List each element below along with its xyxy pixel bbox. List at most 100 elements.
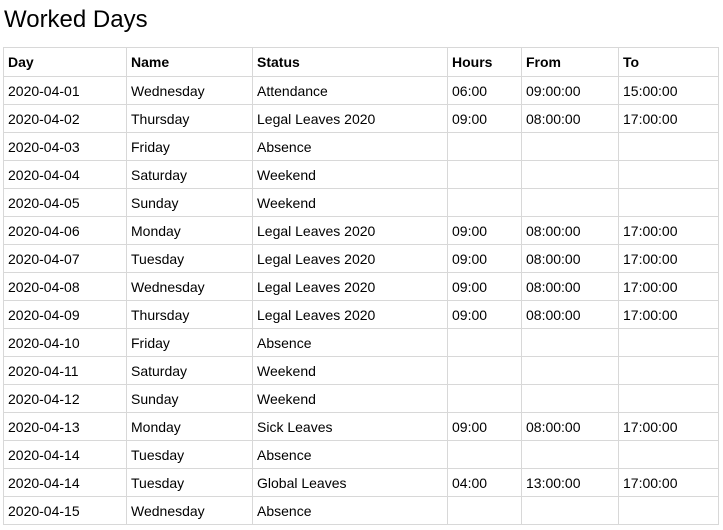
cell-day: 2020-04-14 [3,440,127,469]
cell-name: Tuesday [126,468,253,497]
cell-name: Monday [126,412,253,441]
cell-from: 08:00:00 [521,216,619,245]
cell-name: Wednesday [126,76,253,105]
cell-status: Attendance [252,76,448,105]
cell-from: 09:00:00 [521,76,619,105]
cell-status: Legal Leaves 2020 [252,216,448,245]
cell-day: 2020-04-02 [3,104,127,133]
cell-to: 17:00:00 [618,300,719,329]
cell-hours [447,356,522,385]
cell-name: Friday [126,328,253,357]
cell-name: Sunday [126,384,253,413]
cell-name: Wednesday [126,496,253,525]
cell-name: Tuesday [126,244,253,273]
cell-day: 2020-04-01 [3,76,127,105]
cell-hours: 04:00 [447,468,522,497]
cell-from [521,328,619,357]
cell-status: Global Leaves [252,468,448,497]
table-row: 2020-04-01 Wednesday Attendance 06:00 09… [3,76,719,105]
table-row: 2020-04-04 Saturday Weekend [3,160,719,189]
cell-day: 2020-04-11 [3,356,127,385]
cell-name: Thursday [126,104,253,133]
cell-to [618,188,719,217]
cell-hours [447,328,522,357]
cell-status: Legal Leaves 2020 [252,244,448,273]
table-header: Day Name Status Hours From To [3,47,719,77]
table-row: 2020-04-08 Wednesday Legal Leaves 2020 0… [3,272,719,301]
table-row: 2020-04-03 Friday Absence [3,132,719,161]
cell-status: Weekend [252,384,448,413]
table-row: 2020-04-15 Wednesday Absence [3,496,719,525]
cell-day: 2020-04-14 [3,468,127,497]
cell-from: 08:00:00 [521,412,619,441]
cell-day: 2020-04-03 [3,132,127,161]
column-header-status: Status [252,47,448,77]
cell-from: 08:00:00 [521,244,619,273]
cell-name: Sunday [126,188,253,217]
cell-to: 17:00:00 [618,272,719,301]
cell-hours: 09:00 [447,272,522,301]
cell-status: Sick Leaves [252,412,448,441]
cell-from [521,384,619,413]
cell-from [521,440,619,469]
cell-to [618,132,719,161]
cell-hours: 09:00 [447,412,522,441]
cell-to: 17:00:00 [618,104,719,133]
cell-from: 08:00:00 [521,104,619,133]
cell-day: 2020-04-10 [3,328,127,357]
table-row: 2020-04-02 Thursday Legal Leaves 2020 09… [3,104,719,133]
column-header-from: From [521,47,619,77]
cell-to: 17:00:00 [618,468,719,497]
column-header-to: To [618,47,719,77]
cell-status: Weekend [252,356,448,385]
column-header-hours: Hours [447,47,522,77]
cell-to: 17:00:00 [618,244,719,273]
cell-status: Absence [252,440,448,469]
cell-hours [447,132,522,161]
worked-days-table: Day Name Status Hours From To 2020-04-01… [3,47,719,525]
cell-day: 2020-04-04 [3,160,127,189]
table-row: 2020-04-14 Tuesday Global Leaves 04:00 1… [3,468,719,497]
cell-hours [447,440,522,469]
cell-name: Thursday [126,300,253,329]
cell-day: 2020-04-12 [3,384,127,413]
cell-hours: 09:00 [447,216,522,245]
cell-name: Friday [126,132,253,161]
table-row: 2020-04-13 Monday Sick Leaves 09:00 08:0… [3,412,719,441]
cell-from: 08:00:00 [521,300,619,329]
cell-status: Weekend [252,160,448,189]
cell-from: 08:00:00 [521,272,619,301]
table-row: 2020-04-07 Tuesday Legal Leaves 2020 09:… [3,244,719,273]
cell-status: Weekend [252,188,448,217]
cell-day: 2020-04-15 [3,496,127,525]
header-row: Day Name Status Hours From To [3,47,719,77]
cell-status: Legal Leaves 2020 [252,300,448,329]
cell-status: Legal Leaves 2020 [252,104,448,133]
table-row: 2020-04-11 Saturday Weekend [3,356,719,385]
table-row: 2020-04-14 Tuesday Absence [3,440,719,469]
cell-day: 2020-04-05 [3,188,127,217]
cell-day: 2020-04-07 [3,244,127,273]
cell-to [618,384,719,413]
cell-name: Wednesday [126,272,253,301]
cell-from [521,356,619,385]
cell-to: 17:00:00 [618,412,719,441]
cell-to: 17:00:00 [618,216,719,245]
cell-hours [447,384,522,413]
table-row: 2020-04-09 Thursday Legal Leaves 2020 09… [3,300,719,329]
page-title: Worked Days [4,6,148,33]
cell-day: 2020-04-09 [3,300,127,329]
cell-hours: 06:00 [447,76,522,105]
cell-name: Monday [126,216,253,245]
table-row: 2020-04-05 Sunday Weekend [3,188,719,217]
cell-status: Absence [252,496,448,525]
table-row: 2020-04-06 Monday Legal Leaves 2020 09:0… [3,216,719,245]
cell-to [618,160,719,189]
cell-from [521,496,619,525]
cell-hours: 09:00 [447,300,522,329]
cell-hours [447,496,522,525]
cell-name: Tuesday [126,440,253,469]
cell-hours: 09:00 [447,104,522,133]
cell-status: Absence [252,132,448,161]
cell-from [521,188,619,217]
